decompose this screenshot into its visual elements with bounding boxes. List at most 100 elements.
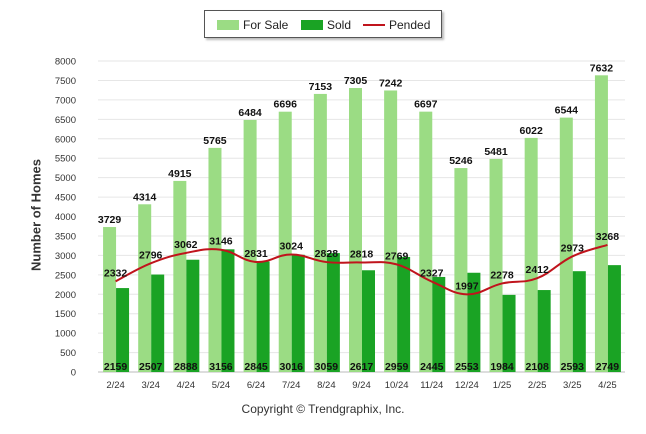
label-pended: 2769 [385, 250, 409, 262]
legend-pended-swatch [363, 24, 385, 26]
label-for-sale: 3729 [98, 214, 122, 226]
x-tick-label: 3/25 [563, 380, 582, 391]
y-tick-label: 3500 [55, 231, 76, 242]
label-pended: 2828 [315, 248, 339, 260]
label-pended: 2831 [244, 248, 268, 260]
y-tick-label: 7000 [55, 95, 76, 106]
bar-sold [116, 288, 130, 372]
y-tick-label: 5000 [55, 173, 76, 184]
bar-for-sale [489, 158, 503, 372]
bar-for-sale [349, 88, 362, 372]
bar-sold [291, 254, 305, 372]
y-tick-label: 2500 [55, 270, 76, 281]
label-for-sale: 5481 [484, 146, 508, 158]
bar-sold [256, 261, 270, 372]
x-tick-label: 4/24 [177, 380, 196, 391]
label-sold: 2845 [244, 361, 268, 373]
label-for-sale: 6484 [238, 107, 262, 119]
label-sold: 3059 [315, 361, 339, 373]
bar-sold [537, 290, 551, 372]
bar-sold [221, 249, 235, 372]
x-tick-label: 8/24 [317, 380, 336, 391]
label-for-sale: 4314 [133, 191, 157, 203]
label-pended: 1997 [455, 280, 479, 292]
bar-sold [397, 256, 411, 372]
label-pended: 2412 [525, 264, 549, 276]
y-tick-label: 0 [71, 368, 76, 379]
bar-for-sale [278, 111, 292, 373]
x-tick-label: 2/24 [106, 380, 125, 391]
label-sold: 2749 [596, 361, 620, 373]
y-tick-label: 4000 [55, 212, 76, 223]
y-tick-label: 1500 [55, 309, 76, 320]
label-for-sale: 6696 [274, 99, 298, 111]
label-sold: 1984 [490, 361, 514, 373]
bar-sold [362, 270, 375, 372]
label-pended: 2332 [104, 267, 128, 279]
y-tick-label: 1000 [55, 329, 76, 340]
x-tick-label: 10/24 [385, 380, 409, 391]
label-for-sale: 7305 [344, 75, 368, 87]
label-sold: 3156 [209, 361, 233, 373]
bar-sold [326, 253, 340, 372]
label-sold: 2593 [561, 361, 585, 373]
legend-for-sale-label: For Sale [243, 18, 289, 32]
label-pended: 2327 [420, 268, 444, 280]
bar-for-sale [384, 90, 398, 372]
label-pended: 2796 [139, 249, 163, 261]
x-tick-label: 6/24 [247, 380, 266, 391]
pended-line [115, 244, 608, 296]
x-tick-label: 11/24 [420, 380, 443, 391]
label-sold: 2959 [385, 361, 409, 373]
bar-sold [186, 259, 200, 372]
label-sold: 2888 [174, 361, 198, 373]
x-tick-label: 2/25 [528, 380, 547, 391]
legend-sold-label: Sold [327, 18, 352, 32]
y-tick-label: 4500 [55, 193, 76, 204]
label-pended: 2278 [490, 269, 514, 281]
label-sold: 2445 [420, 361, 444, 373]
bar-for-sale [138, 204, 152, 372]
x-axis-ticks: 2/24 3/24 4/24 5/24 6/24 7/24 8/24 9/24 10/24 11/… [106, 380, 616, 391]
legend: For Sale Sold Pended [204, 10, 442, 38]
label-pended: 2973 [561, 242, 585, 254]
label-for-sale: 7242 [379, 77, 403, 89]
y-tick-label: 6500 [55, 115, 76, 126]
label-pended: 2818 [350, 248, 374, 260]
label-pended: 3268 [596, 231, 620, 243]
legend-for-sale-swatch [217, 20, 239, 30]
bar-for-sale [243, 119, 257, 372]
bar-for-sale [313, 93, 327, 372]
legend-pended-label: Pended [389, 18, 431, 32]
label-for-sale: 6544 [555, 105, 579, 117]
label-for-sale: 7632 [590, 62, 614, 74]
x-tick-label: 9/24 [352, 380, 371, 391]
label-pended: 3146 [209, 236, 233, 248]
label-sold: 3016 [280, 361, 304, 373]
y-tick-label: 3000 [55, 251, 76, 262]
y-tick-label: 5500 [55, 154, 76, 165]
x-tick-label: 4/25 [598, 380, 617, 391]
label-sold: 2617 [350, 361, 374, 373]
bar-for-sale [419, 111, 433, 373]
label-for-sale: 6022 [519, 125, 543, 137]
bar-sold [467, 272, 481, 372]
label-for-sale: 4915 [168, 168, 192, 180]
y-tick-label: 500 [60, 348, 76, 359]
label-for-sale: 5246 [449, 155, 473, 167]
bar-for-sale [594, 75, 608, 372]
label-for-sale: 6697 [414, 99, 438, 111]
bar-for-sale [173, 180, 187, 372]
bars [103, 75, 621, 373]
label-sold: 2108 [525, 361, 549, 373]
y-tick-label: 6000 [55, 134, 76, 145]
y-tick-label: 2000 [55, 290, 76, 301]
bar-for-sale [103, 227, 117, 372]
legend-sold-swatch [301, 20, 323, 30]
y-tick-label: 7500 [55, 76, 76, 87]
bar-for-sale [208, 147, 222, 372]
label-for-sale: 7153 [309, 81, 333, 93]
y-tick-label: 8000 [55, 57, 76, 68]
pended-line-path [115, 244, 608, 296]
